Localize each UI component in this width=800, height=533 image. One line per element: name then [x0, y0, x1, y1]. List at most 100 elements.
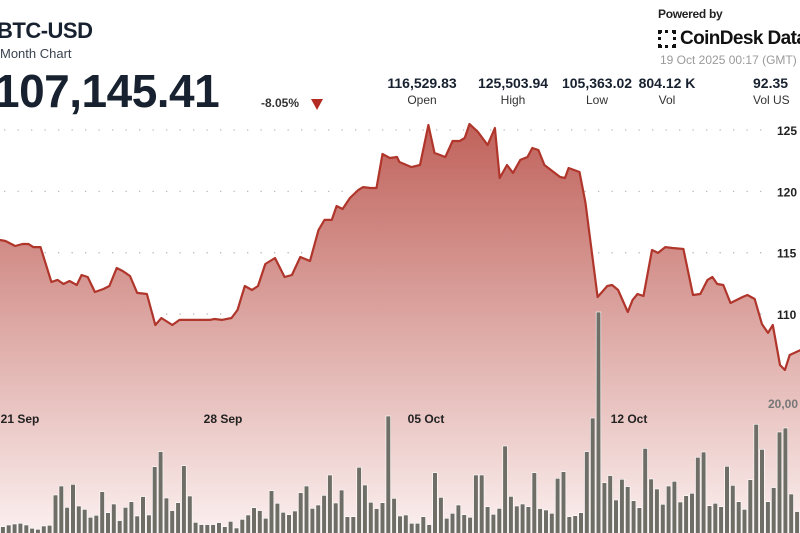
- volume-bar: [268, 490, 275, 533]
- stat-value: 125,503.94: [477, 75, 549, 91]
- volume-bar: [741, 509, 748, 533]
- volume-bar: [630, 500, 637, 533]
- volume-bar: [163, 497, 170, 533]
- volume-bar: [782, 427, 788, 533]
- price-area: [0, 124, 800, 533]
- volume-bar: [549, 512, 555, 533]
- volume-bar: [677, 501, 683, 533]
- volume-bar: [105, 512, 111, 533]
- volume-bar: [654, 488, 660, 533]
- volume-bar: [134, 515, 140, 533]
- volume-bar: [683, 495, 689, 533]
- volume-bar: [397, 515, 403, 533]
- volume-bar: [420, 516, 426, 533]
- volume-bar: [718, 506, 724, 533]
- price-line: [0, 122, 800, 372]
- volume-bar: [309, 508, 316, 533]
- volume-bar: [274, 502, 281, 533]
- coindesk-logo: CoinDesk Data: [658, 28, 800, 50]
- volume-bar: [146, 514, 152, 533]
- volume-bar: [368, 501, 374, 533]
- volume-bar: [280, 511, 286, 533]
- volume-bar: [239, 519, 245, 533]
- volume-bar: [251, 507, 257, 533]
- volume-bar: [607, 475, 613, 533]
- volume-bar: [753, 423, 759, 533]
- volume-bar: [344, 516, 351, 533]
- volume-bar: [543, 509, 549, 533]
- volume-bar: [636, 507, 642, 533]
- volume-bar: [373, 508, 380, 533]
- volume-bar: [338, 489, 345, 533]
- triangle-down-icon: [311, 99, 323, 110]
- volume-bar: [181, 465, 187, 533]
- volume-bar: [187, 495, 193, 533]
- volume-bar: [158, 451, 164, 533]
- volume-bar: [210, 524, 216, 533]
- volume-bar: [0, 526, 6, 533]
- volume-bar: [648, 478, 654, 533]
- stat-label: Low: [585, 93, 609, 107]
- stat-label: Open: [407, 93, 437, 107]
- volume-bar: [584, 451, 590, 533]
- volume-bar: [765, 501, 771, 533]
- volume-bar: [198, 524, 205, 533]
- volume-bar: [233, 527, 240, 533]
- x-tick-label: 28 Sep: [204, 412, 243, 426]
- y-tick-label: 120: [777, 185, 797, 199]
- volume-bar: [747, 479, 753, 533]
- volume-bar: [572, 515, 578, 533]
- volume-bar: [245, 514, 251, 533]
- stat-value: 804.12 K: [638, 75, 696, 91]
- volume-bar: [788, 493, 794, 533]
- volume-bar: [362, 484, 368, 533]
- volume-bar: [286, 514, 292, 533]
- stat-open: 116,529.83 Open: [387, 75, 456, 107]
- volume-bar: [414, 522, 421, 533]
- volume-bar: [560, 471, 567, 533]
- volume-bar: [426, 524, 432, 533]
- volume-bar: [350, 516, 356, 533]
- stat-vol: 804.12 K Vol: [639, 75, 696, 107]
- volume-bar: [169, 510, 175, 533]
- volume-bar: [689, 492, 695, 533]
- volume-bar: [601, 482, 607, 533]
- volume-bar: [519, 503, 526, 533]
- volume-bar: [391, 498, 397, 533]
- volume-bar: [298, 492, 304, 533]
- stat-value: 92.35: [753, 75, 789, 91]
- volume-bar: [444, 517, 450, 533]
- volume-bar: [29, 527, 35, 533]
- stat-low: 105,363.02 Low: [562, 75, 632, 107]
- volume-bar: [321, 495, 327, 533]
- volume-bar: [193, 522, 199, 533]
- volume-bar: [479, 474, 485, 533]
- volume-bar: [625, 486, 631, 533]
- volume-bar: [6, 524, 12, 533]
- volume-bar: [566, 516, 572, 533]
- volume-bar: [700, 451, 707, 533]
- volume-bar: [496, 508, 502, 533]
- stat-value: 116,529.83: [387, 75, 457, 91]
- volume-bar: [23, 524, 29, 533]
- volume-bar: [52, 494, 59, 533]
- volume-bar: [333, 502, 339, 533]
- volume-bar: [794, 511, 800, 533]
- volume-bar: [228, 521, 234, 533]
- volume-bar: [706, 505, 713, 533]
- volume-bars: [0, 311, 800, 533]
- volume-bar: [35, 528, 41, 533]
- volume-bar: [432, 472, 438, 533]
- volume-bar: [455, 504, 462, 533]
- volume-bar: [12, 523, 18, 533]
- volume-bar: [128, 501, 135, 533]
- volume-bar: [613, 499, 619, 533]
- volume-bar: [724, 465, 730, 533]
- volume-bar: [771, 487, 777, 533]
- powered-by: Powered by: [658, 7, 723, 21]
- volume-bar: [257, 510, 263, 533]
- x-tick-label: 05 Oct: [408, 412, 445, 426]
- volume-bar: [76, 505, 82, 533]
- volume-bar: [449, 512, 456, 533]
- volume-bar: [41, 525, 47, 533]
